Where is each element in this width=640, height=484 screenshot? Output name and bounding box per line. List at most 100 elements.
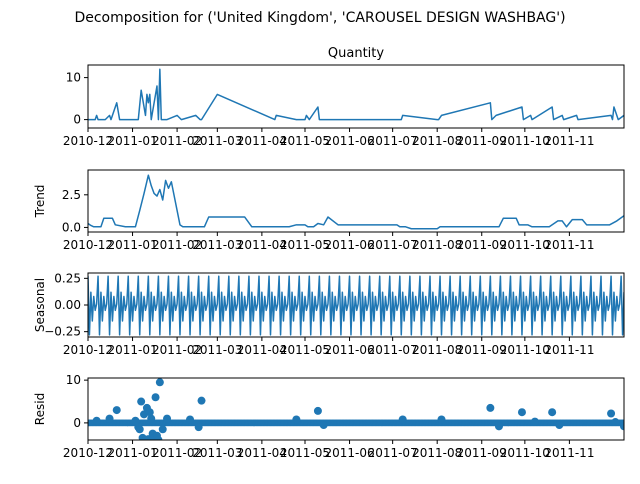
x-tick-label: 2011-03 <box>192 343 242 357</box>
x-tick-label: 2011-10 <box>500 343 550 357</box>
x-tick-label: 2011-06 <box>324 343 374 357</box>
x-tick-label: 2011-07 <box>368 238 418 252</box>
x-tick-label: 2011-08 <box>412 446 462 460</box>
resid-point <box>154 436 163 440</box>
x-tick-label: 2011-10 <box>500 134 550 148</box>
axes-frame <box>87 169 625 233</box>
y-tick-label: 0.25 <box>54 271 81 285</box>
y-tick-label: 0 <box>73 113 81 127</box>
panel-0: Quantity0102010-122011-012011-022011-032… <box>63 46 625 148</box>
seasonal-series-line <box>88 275 624 336</box>
y-tick-label: 10 <box>66 71 81 85</box>
panel-1: Trend0.02.52010-122011-012011-022011-032… <box>33 169 625 252</box>
resid-point <box>147 414 156 423</box>
y-axis-label: Trend <box>33 185 47 219</box>
resid-point <box>555 421 564 430</box>
x-tick-label: 2011-01 <box>107 238 157 252</box>
axes-frame <box>87 377 625 441</box>
x-tick-label: 2010-12 <box>63 238 113 252</box>
x-tick-label: 2011-05 <box>280 238 330 252</box>
x-tick-label: 2011-04 <box>237 446 287 460</box>
resid-point <box>186 415 195 424</box>
x-tick-label: 2011-02 <box>152 343 202 357</box>
x-tick-label: 2010-12 <box>63 343 113 357</box>
x-tick-label: 2011-11 <box>544 134 594 148</box>
axes-frame <box>87 272 625 338</box>
x-tick-label: 2011-02 <box>152 238 202 252</box>
resid-point <box>517 408 526 417</box>
panel-3: Resid 0102010-122011-012011-022011-032011… <box>33 373 625 460</box>
resid-point <box>607 409 616 418</box>
x-tick-label: 2011-11 <box>544 238 594 252</box>
quantity-series-line <box>88 68 624 121</box>
resid-point <box>548 408 557 417</box>
resid-point <box>163 414 172 423</box>
resid-point <box>194 423 203 432</box>
x-tick-label: 2010-12 <box>63 134 113 148</box>
resid-point <box>158 425 167 434</box>
x-tick-label: 2011-04 <box>237 343 287 357</box>
y-tick-label: 0.00 <box>54 298 81 312</box>
x-tick-label: 2011-03 <box>192 446 242 460</box>
x-tick-label: 2011-08 <box>412 134 462 148</box>
resid-point <box>197 396 206 405</box>
x-tick-label: 2011-10 <box>500 446 550 460</box>
y-tick-label: 2.5 <box>62 188 81 202</box>
x-tick-label: 2011-09 <box>457 238 507 252</box>
figure-title: Decomposition for ('United Kingdom', 'CA… <box>74 10 565 26</box>
x-tick-label: 2011-09 <box>457 134 507 148</box>
resid-point <box>151 393 160 402</box>
x-tick-label: 2011-02 <box>152 446 202 460</box>
resid-point <box>145 408 154 417</box>
x-tick-label: 2011-05 <box>280 446 330 460</box>
x-tick-label: 2011-06 <box>324 238 374 252</box>
resid-point <box>292 415 301 424</box>
y-tick-label: 0.0 <box>62 220 81 234</box>
x-tick-label: 2011-08 <box>412 343 462 357</box>
x-tick-label: 2011-01 <box>107 343 157 357</box>
resid-point <box>137 397 146 406</box>
x-tick-label: 2011-04 <box>237 134 287 148</box>
resid-point <box>620 422 624 431</box>
resid-point <box>105 414 114 423</box>
panel-title: Quantity <box>328 46 384 61</box>
x-tick-label: 2011-11 <box>544 343 594 357</box>
y-axis-label: Resid <box>33 393 47 425</box>
x-tick-label: 2011-06 <box>324 134 374 148</box>
x-tick-label: 2011-05 <box>280 343 330 357</box>
x-tick-label: 2011-01 <box>107 446 157 460</box>
axes-frame <box>87 64 625 129</box>
panel-2: Seasonal 0.250.00−0.252010-122011-012011-… <box>33 271 625 357</box>
x-tick-label: 2011-01 <box>107 134 157 148</box>
resid-point <box>494 422 503 431</box>
resid-point <box>135 425 144 434</box>
resid-point <box>92 416 101 425</box>
x-tick-label: 2011-06 <box>324 446 374 460</box>
y-tick-label: 0 <box>73 416 81 430</box>
resid-point <box>131 416 140 425</box>
x-tick-label: 2011-11 <box>544 446 594 460</box>
x-tick-label: 2011-04 <box>237 238 287 252</box>
x-tick-label: 2011-03 <box>192 238 242 252</box>
resid-point <box>155 378 164 387</box>
x-tick-label: 2011-07 <box>368 446 418 460</box>
resid-point <box>313 406 322 415</box>
x-tick-label: 2011-07 <box>368 343 418 357</box>
resid-point <box>112 406 121 415</box>
x-tick-label: 2011-02 <box>152 134 202 148</box>
resid-point <box>611 418 620 427</box>
resid-point <box>437 415 446 424</box>
y-axis-label: Seasonal <box>33 278 47 332</box>
y-tick-label: 10 <box>66 373 81 387</box>
x-tick-label: 2011-07 <box>368 134 418 148</box>
x-tick-label: 2011-10 <box>500 238 550 252</box>
x-tick-label: 2010-12 <box>63 446 113 460</box>
resid-point <box>398 415 407 424</box>
x-tick-label: 2011-03 <box>192 134 242 148</box>
x-tick-label: 2011-08 <box>412 238 462 252</box>
resid-point <box>530 417 539 426</box>
resid-point <box>319 421 328 430</box>
y-tick-label: −0.25 <box>44 325 81 339</box>
trend-series-line <box>88 174 624 230</box>
